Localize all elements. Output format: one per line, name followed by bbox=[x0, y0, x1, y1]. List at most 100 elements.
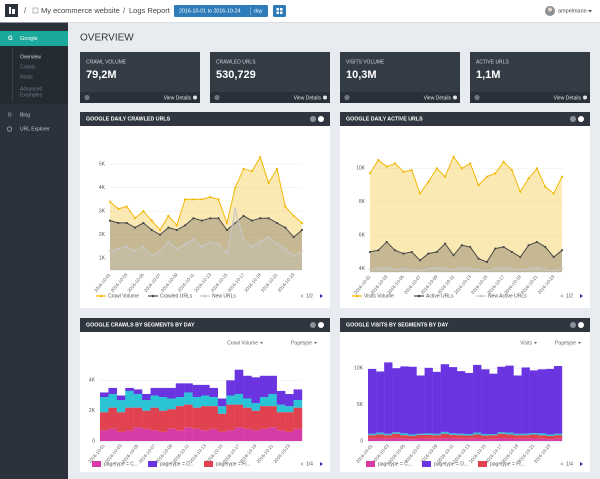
logo-mark bbox=[12, 9, 15, 14]
sidebar-item[interactable]: Advanced bbox=[20, 86, 42, 92]
kpi-link[interactable]: View Details bbox=[164, 95, 192, 101]
point bbox=[560, 249, 564, 252]
bar-segment bbox=[545, 434, 555, 436]
bar-segment bbox=[400, 438, 409, 441]
legend-label[interactable]: pagetype = Fl... bbox=[216, 461, 251, 467]
bar-segment bbox=[201, 395, 210, 407]
kpi-icon bbox=[214, 94, 220, 101]
panel-button[interactable] bbox=[318, 322, 324, 328]
dropdown[interactable]: Crawl Volume bbox=[227, 340, 258, 346]
point bbox=[460, 244, 463, 247]
legend-label[interactable]: Visits Volume bbox=[364, 293, 394, 299]
bar-segment bbox=[209, 406, 219, 429]
legend-label[interactable]: pagetype = C... bbox=[378, 461, 412, 467]
point bbox=[158, 250, 162, 253]
point bbox=[385, 266, 388, 269]
area bbox=[110, 208, 302, 270]
info-icon bbox=[583, 95, 587, 100]
bar-segment bbox=[201, 430, 210, 441]
bar-segment bbox=[473, 432, 482, 435]
dropdown[interactable]: Visits bbox=[520, 340, 532, 346]
bar-segment bbox=[376, 371, 385, 433]
user-name[interactable]: ampelmann bbox=[558, 8, 587, 14]
dropdown[interactable]: Pagetype bbox=[291, 340, 312, 346]
bar-segment bbox=[545, 435, 555, 440]
legend-label[interactable]: pagetype = Fl... bbox=[490, 461, 525, 467]
pager-prev[interactable] bbox=[560, 294, 563, 298]
icon bbox=[280, 11, 283, 14]
panel-button[interactable] bbox=[310, 116, 316, 122]
bar-segment bbox=[465, 372, 474, 435]
legend-label[interactable]: pagetype = D... bbox=[160, 461, 194, 467]
sidebar-item[interactable]: Overview bbox=[20, 54, 41, 60]
bar-segment bbox=[376, 434, 385, 439]
pager-prev[interactable] bbox=[560, 462, 563, 466]
sidebar-active[interactable] bbox=[0, 31, 68, 46]
bar-segment bbox=[125, 430, 134, 441]
point bbox=[108, 219, 112, 222]
date-range-button[interactable] bbox=[174, 5, 268, 17]
point bbox=[527, 177, 530, 180]
legend-label[interactable]: New Active URLs bbox=[488, 293, 527, 299]
point bbox=[275, 243, 279, 246]
pager-next[interactable] bbox=[320, 462, 323, 466]
point bbox=[560, 267, 564, 270]
bar-segment bbox=[392, 438, 401, 441]
sidebar-item[interactable]: Hosts bbox=[20, 74, 33, 80]
bar-segment bbox=[521, 438, 530, 441]
icon bbox=[276, 8, 279, 11]
info-icon bbox=[453, 95, 457, 100]
logo[interactable] bbox=[5, 4, 18, 17]
legend-label[interactable]: pagetype = D... bbox=[434, 461, 468, 467]
area bbox=[370, 156, 562, 272]
pager-next[interactable] bbox=[580, 462, 583, 466]
point bbox=[460, 266, 463, 269]
area bbox=[110, 157, 302, 270]
point bbox=[477, 268, 480, 271]
point bbox=[225, 221, 228, 225]
bar-segment bbox=[251, 430, 261, 441]
sidebar-link[interactable]: URL Explorer bbox=[20, 126, 50, 132]
bar-segment bbox=[133, 389, 143, 394]
kpi-link[interactable]: View Details bbox=[554, 95, 582, 101]
pager-next[interactable] bbox=[580, 294, 583, 298]
line bbox=[369, 241, 563, 263]
icon: B bbox=[8, 112, 12, 118]
panel-button[interactable] bbox=[578, 322, 584, 328]
pager-prev[interactable] bbox=[300, 294, 303, 298]
legend-label[interactable]: pagetype = C... bbox=[104, 461, 138, 467]
point bbox=[527, 244, 530, 247]
bar-segment bbox=[217, 406, 227, 414]
panel-button[interactable] bbox=[570, 116, 576, 122]
y-tick-label: 4K bbox=[99, 185, 106, 191]
pager-next[interactable] bbox=[320, 294, 323, 298]
bar-segment bbox=[108, 393, 118, 408]
legend-label[interactable]: Crawl Volume bbox=[108, 293, 139, 299]
breadcrumb-site[interactable]: My ecommerce website bbox=[41, 6, 120, 15]
bar-segment bbox=[408, 439, 417, 441]
sidebar-item[interactable]: Crawls bbox=[20, 64, 36, 70]
legend-label[interactable]: Crawled URLs bbox=[160, 293, 193, 299]
pager-prev[interactable] bbox=[300, 462, 303, 466]
panel-button[interactable] bbox=[578, 116, 584, 122]
y-tick-label: 10K bbox=[354, 366, 364, 372]
bar-segment bbox=[408, 434, 417, 436]
grid-button[interactable] bbox=[273, 5, 286, 17]
bar-segment bbox=[368, 438, 377, 441]
bar-segment bbox=[513, 433, 522, 436]
point bbox=[292, 235, 295, 239]
point bbox=[184, 224, 187, 227]
bar-segment bbox=[142, 393, 151, 401]
panel-button[interactable] bbox=[570, 322, 576, 328]
legend-label[interactable]: Active URLs bbox=[426, 293, 454, 299]
kpi-link[interactable]: View Details bbox=[294, 95, 322, 101]
point bbox=[267, 181, 270, 185]
kpi-link[interactable]: View Details bbox=[424, 95, 452, 101]
panel-button[interactable] bbox=[318, 116, 324, 122]
legend-label[interactable]: New URLs bbox=[212, 293, 236, 299]
point bbox=[225, 252, 228, 255]
panel-button[interactable] bbox=[310, 322, 316, 328]
sidebar-link[interactable]: Blog bbox=[20, 112, 30, 118]
dropdown[interactable]: Pagetype bbox=[555, 340, 576, 346]
point bbox=[117, 221, 120, 225]
